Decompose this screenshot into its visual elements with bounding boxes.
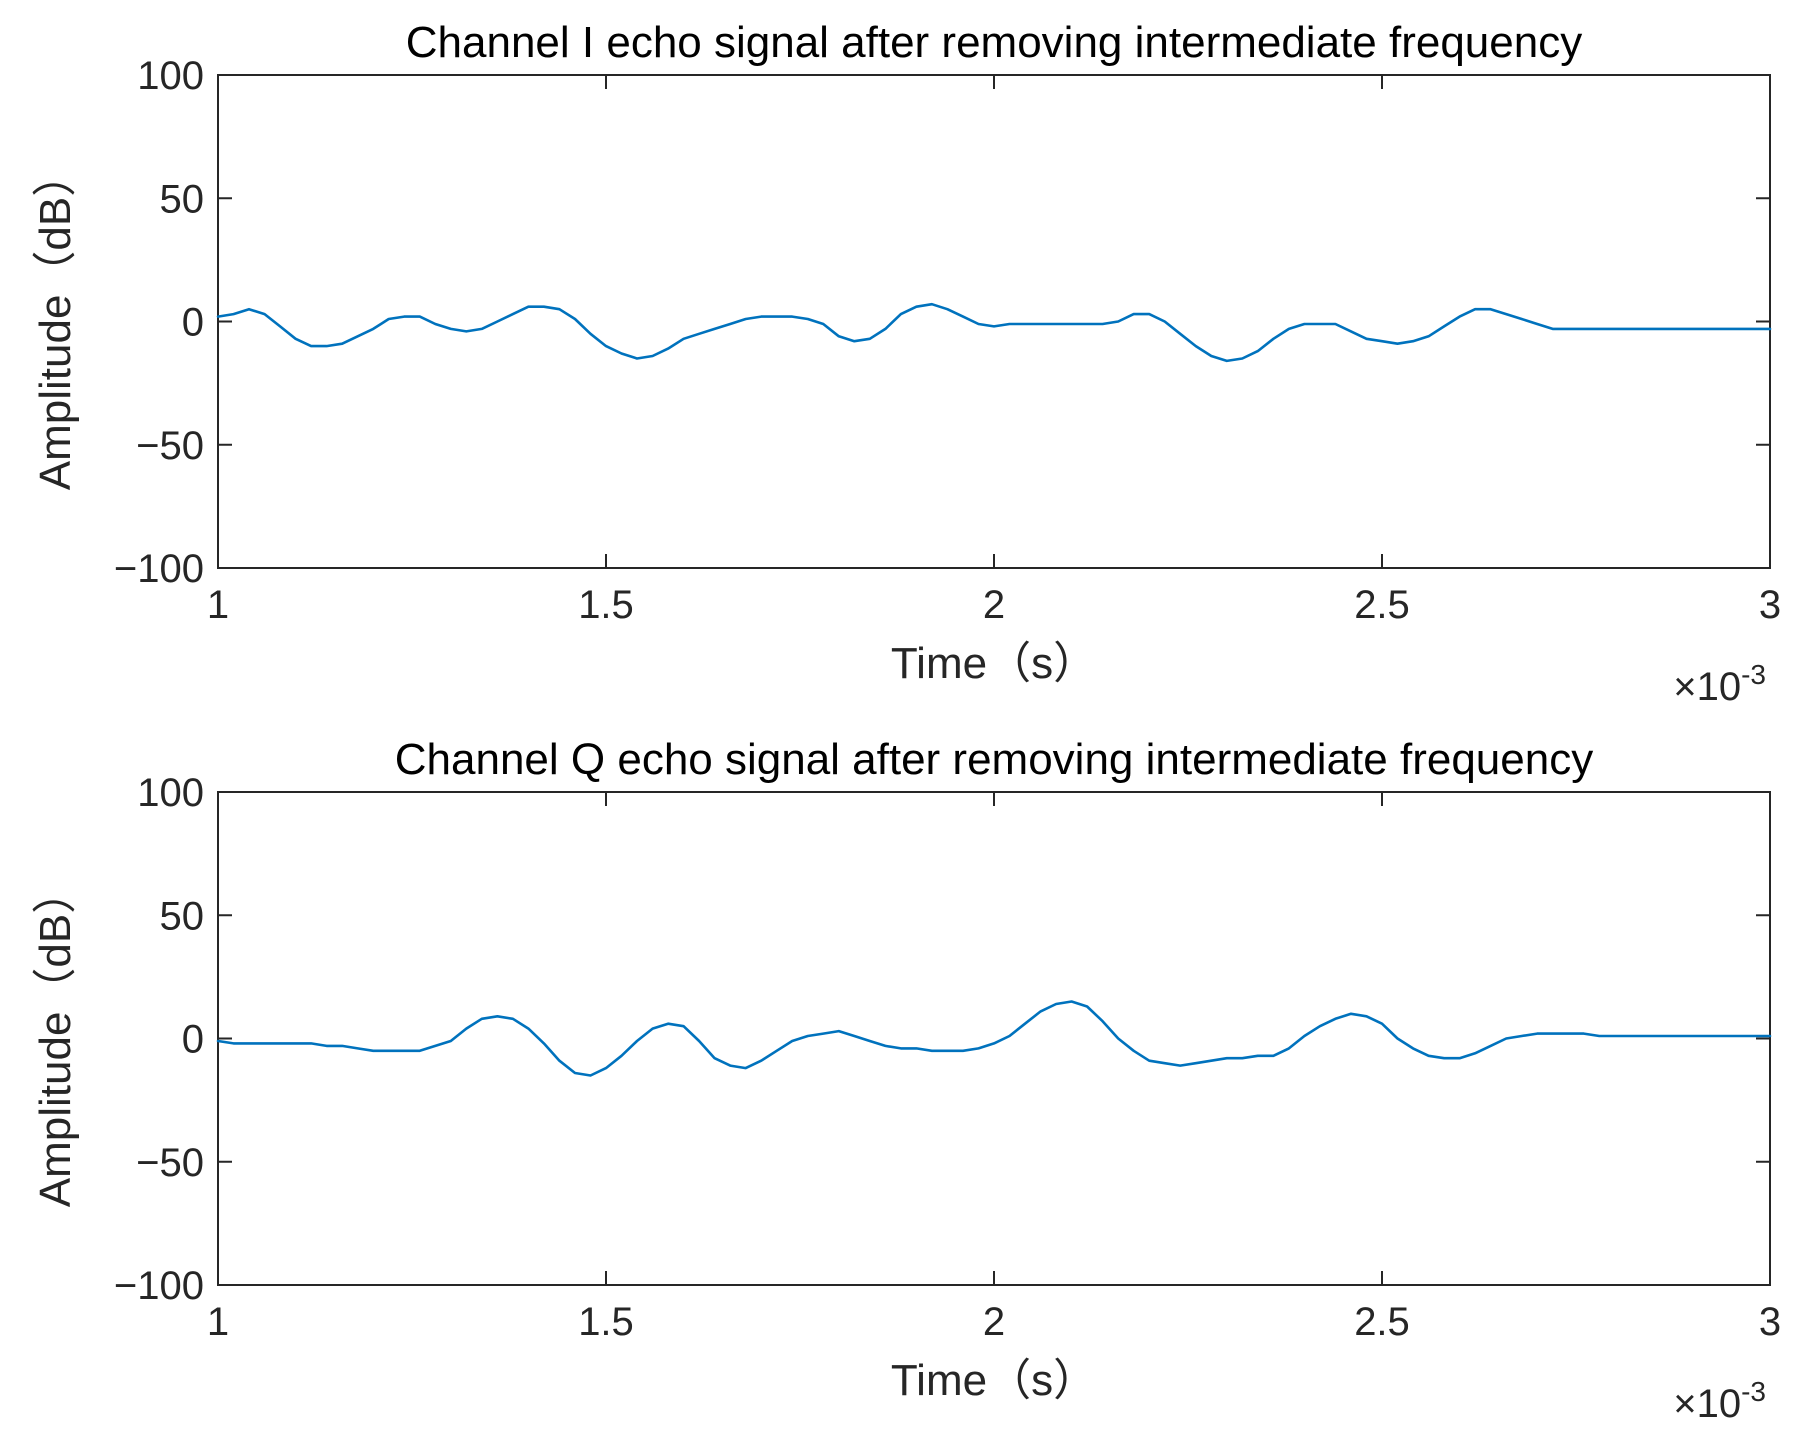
y-tick-label: 100	[137, 771, 204, 815]
top-subplot: Channel I echo signal after removing int…	[31, 18, 1781, 709]
y-axis-label: Amplitude（dB）	[31, 153, 80, 490]
y-tick-label: −50	[136, 424, 204, 468]
y-tick-label: 50	[160, 177, 205, 221]
series-line-0	[216, 302, 1772, 363]
x-exponent-base: ×10	[1673, 1382, 1741, 1426]
x-exponent-label: ×10-3	[1673, 659, 1766, 709]
x-tick-label: 2.5	[1354, 1300, 1410, 1344]
chart-title: Channel I echo signal after removing int…	[406, 18, 1582, 67]
x-axis-label: Time（s）	[891, 1356, 1097, 1405]
y-tick-label: −100	[114, 547, 204, 591]
x-exponent-power: -3	[1741, 1376, 1766, 1407]
chart-title: Channel Q echo signal after removing int…	[395, 735, 1593, 784]
x-exponent-power: -3	[1741, 659, 1766, 690]
x-tick-label: 1.5	[578, 583, 634, 627]
y-tick-label: 0	[182, 1018, 204, 1062]
axes-box	[217, 791, 1771, 1286]
y-tick-label: −50	[136, 1141, 204, 1185]
x-exponent-base: ×10	[1673, 665, 1741, 709]
bottom-subplot: Channel Q echo signal after removing int…	[31, 735, 1781, 1426]
y-axis-label: Amplitude（dB）	[31, 870, 80, 1207]
x-tick-label: 1.5	[578, 1300, 634, 1344]
x-tick-label: 2	[983, 583, 1005, 627]
x-tick-label: 3	[1759, 1300, 1781, 1344]
y-tick-label: −100	[114, 1264, 204, 1308]
x-tick-label: 1	[207, 583, 229, 627]
x-tick-label: 2	[983, 1300, 1005, 1344]
axes-box	[217, 74, 1771, 569]
x-axis-label: Time（s）	[891, 639, 1097, 688]
x-tick-label: 1	[207, 1300, 229, 1344]
x-tick-label: 2.5	[1354, 583, 1410, 627]
y-tick-label: 50	[160, 894, 205, 938]
x-exponent-label: ×10-3	[1673, 1376, 1766, 1426]
x-tick-label: 3	[1759, 583, 1781, 627]
series-line-0	[216, 1000, 1772, 1077]
y-tick-label: 0	[182, 301, 204, 345]
y-tick-label: 100	[137, 54, 204, 98]
